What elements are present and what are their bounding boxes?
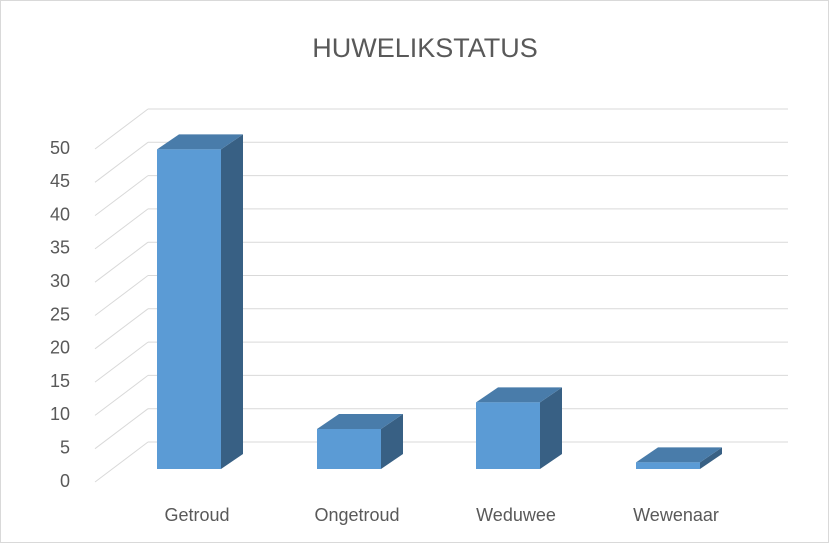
y-tick-label: 15: [50, 371, 70, 391]
y-tick-label: 35: [50, 238, 70, 258]
y-tick-label: 40: [50, 204, 70, 224]
grid-line-side: [94, 408, 149, 450]
bar: [317, 414, 403, 469]
grid-line-side: [94, 341, 149, 383]
x-tick-label: Wewenaar: [633, 505, 719, 525]
grid-line-side: [94, 208, 149, 250]
bar-side: [700, 447, 722, 469]
y-tick-label: 30: [50, 271, 70, 291]
grid-line-side: [94, 375, 149, 416]
grid-line-side: [94, 108, 149, 150]
bar-front: [157, 149, 221, 469]
y-tick-label: 25: [50, 304, 70, 324]
bar: [476, 387, 562, 469]
x-tick-label: Getroud: [164, 505, 229, 525]
bar-top: [317, 414, 403, 430]
grid-line-side: [94, 141, 149, 183]
bar-front: [636, 462, 700, 469]
grid-line-side: [94, 275, 149, 316]
grid-line-side: [94, 441, 149, 483]
bar-front: [476, 402, 540, 469]
bar-top: [476, 387, 562, 403]
y-tick-label: 0: [60, 471, 70, 491]
y-tick-label: 50: [50, 138, 70, 158]
bar-top: [157, 134, 243, 150]
x-tick-label: Weduwee: [476, 505, 556, 525]
bar: [636, 447, 722, 469]
grid-line-side: [94, 308, 149, 350]
chart-title: HUWELIKSTATUS: [312, 33, 538, 63]
y-tick-label: 5: [60, 437, 70, 457]
bar-front: [317, 429, 381, 469]
bar-side: [540, 387, 562, 469]
y-tick-label: 10: [50, 404, 70, 424]
bar: [157, 134, 243, 469]
y-tick-label: 20: [50, 338, 70, 358]
y-tick-label: 45: [50, 171, 70, 191]
bar-side: [221, 134, 243, 469]
bar-side: [381, 414, 403, 469]
bar-top: [636, 447, 722, 463]
grid-line-side: [94, 241, 149, 283]
grid-line-side: [94, 175, 149, 216]
x-tick-label: Ongetroud: [314, 505, 399, 525]
